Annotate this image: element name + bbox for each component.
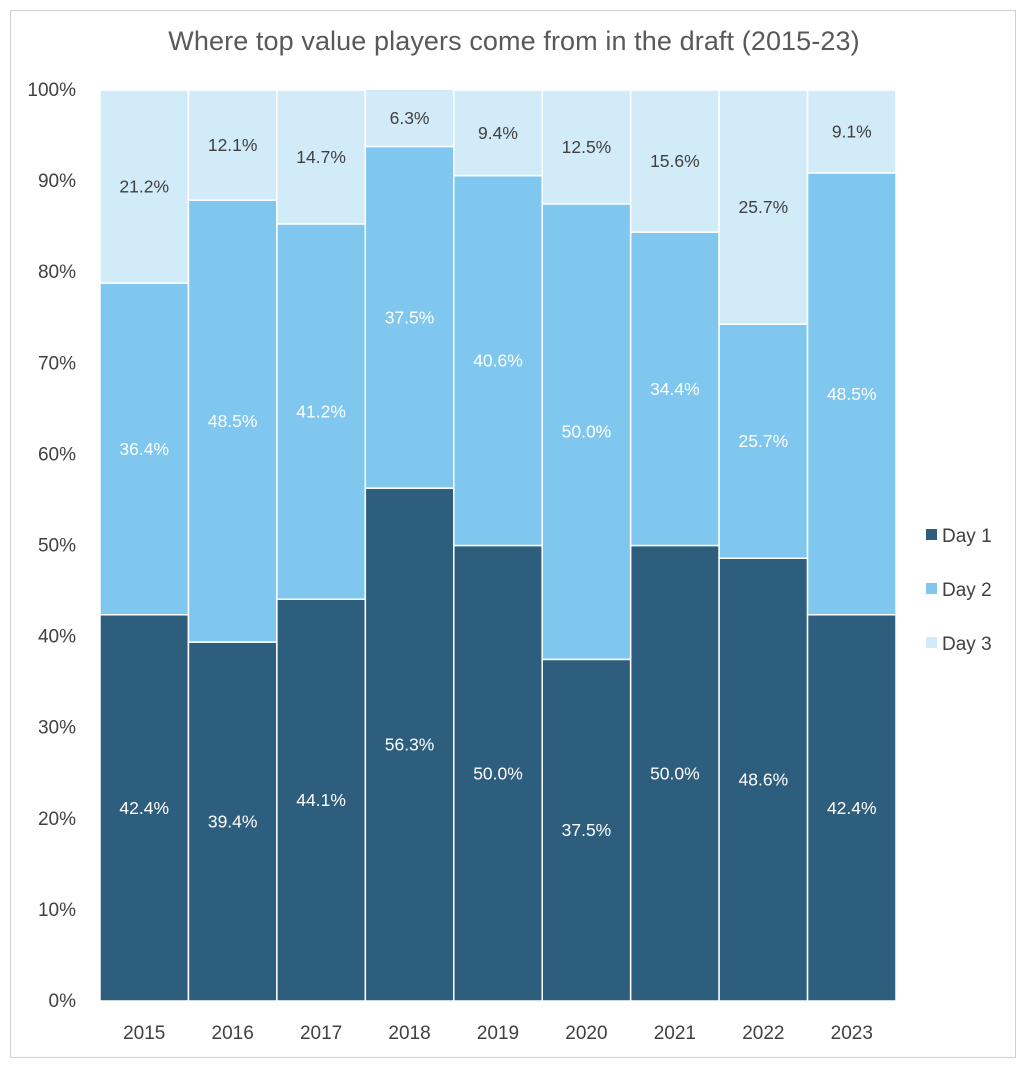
data-label: 12.5%	[562, 137, 612, 157]
data-label: 44.1%	[296, 790, 346, 810]
y-tick-label: 100%	[27, 80, 76, 101]
bar-day-1-2020	[541, 658, 632, 1002]
data-label: 50.0%	[562, 422, 612, 442]
bar-day-3-2022	[718, 89, 809, 325]
x-tick-label: 2020	[565, 1023, 607, 1044]
y-axis: 0% 10% 20% 30% 40% 50% 60% 70% 80% 90% 100%	[27, 80, 76, 1012]
bar-day-2-2017	[276, 223, 367, 600]
x-tick-label: 2019	[477, 1023, 519, 1044]
bar-day-3-2019	[453, 89, 543, 177]
bar-day-1-2016	[187, 641, 278, 1002]
bar-day-1-2019	[453, 544, 543, 1002]
x-tick-label: 2017	[300, 1023, 342, 1044]
legend-swatch	[926, 637, 937, 648]
y-tick-label: 60%	[38, 444, 76, 465]
bar-day-3-2018	[364, 88, 455, 148]
data-label: 37.5%	[385, 307, 435, 327]
bar-day-1-2023	[806, 613, 897, 1002]
data-label: 9.4%	[478, 123, 518, 143]
data-label: 12.1%	[208, 135, 258, 155]
bar-day-1-2018	[364, 487, 455, 1002]
data-label: 9.1%	[832, 121, 872, 141]
y-tick-label: 10%	[38, 900, 76, 921]
data-label: 36.4%	[119, 439, 169, 459]
x-tick-label: 2018	[388, 1023, 430, 1044]
x-tick-label: 2023	[831, 1023, 873, 1044]
data-label: 34.4%	[650, 379, 700, 399]
x-tick-label: 2022	[742, 1023, 784, 1044]
bar-day-2-2018	[364, 145, 455, 489]
data-label: 42.4%	[827, 798, 877, 818]
legend-swatch	[926, 583, 937, 594]
bar-day-3-2015	[99, 89, 190, 284]
bar-day-3-2016	[187, 89, 278, 201]
data-label: 25.7%	[739, 197, 789, 217]
data-label: 48.5%	[208, 411, 258, 431]
bar-day-2-2016	[187, 199, 278, 643]
y-tick-label: 0%	[49, 991, 77, 1012]
bar-day-1-2022	[718, 557, 809, 1002]
x-tick-label: 2015	[123, 1023, 165, 1044]
y-tick-label: 80%	[38, 262, 76, 283]
y-tick-label: 40%	[38, 627, 76, 648]
data-label: 50.0%	[473, 763, 523, 783]
legend-label: Day 1	[942, 526, 992, 547]
bar-day-3-2017	[276, 89, 367, 225]
y-tick-label: 50%	[38, 536, 76, 557]
bar-day-2-2019	[453, 174, 543, 547]
data-label: 42.4%	[119, 798, 169, 818]
legend-label: Day 3	[942, 634, 992, 655]
data-label: 50.0%	[650, 763, 700, 783]
legend-label: Day 2	[942, 580, 992, 601]
y-tick-label: 20%	[38, 809, 76, 830]
data-label: 21.2%	[119, 177, 169, 197]
data-label: 48.6%	[739, 770, 789, 790]
legend: Day 1 Day 2 Day 3	[926, 526, 992, 655]
data-label: 37.5%	[562, 820, 612, 840]
x-tick-label: 2021	[654, 1023, 696, 1044]
y-tick-label: 90%	[38, 171, 76, 192]
data-label: 15.6%	[650, 151, 700, 171]
bar-day-2-2021	[629, 231, 720, 547]
data-label: 39.4%	[208, 812, 258, 832]
data-label: 6.3%	[390, 108, 430, 128]
data-label: 14.7%	[296, 147, 346, 167]
bar-day-2-2015	[99, 282, 190, 616]
y-tick-label: 70%	[38, 353, 76, 374]
x-axis: 2015 2016 2017 2018 2019 2020 2021 2022 2023	[123, 1023, 873, 1044]
bar-day-1-2021	[629, 544, 720, 1002]
bars: 42.4% 36.4% 21.2% 39.4% 48.5% 12.1% 44.1% 41.2%…	[99, 88, 897, 1002]
legend-swatch	[926, 529, 937, 540]
y-tick-label: 30%	[38, 718, 76, 739]
bar-day-2-2022	[718, 323, 809, 560]
data-label: 40.6%	[473, 351, 523, 371]
bar-day-1-2017	[276, 598, 367, 1002]
bar-day-3-2021	[629, 89, 720, 233]
data-label: 41.2%	[296, 402, 346, 422]
chart-title: Where top value players come from in the…	[168, 26, 860, 56]
bar-day-3-2023	[806, 89, 897, 174]
data-label: 56.3%	[385, 735, 435, 755]
x-tick-label: 2016	[212, 1023, 254, 1044]
bar-day-3-2020	[541, 89, 632, 205]
bar-day-2-2020	[541, 203, 632, 661]
data-label: 48.5%	[827, 384, 877, 404]
data-label: 25.7%	[739, 431, 789, 451]
